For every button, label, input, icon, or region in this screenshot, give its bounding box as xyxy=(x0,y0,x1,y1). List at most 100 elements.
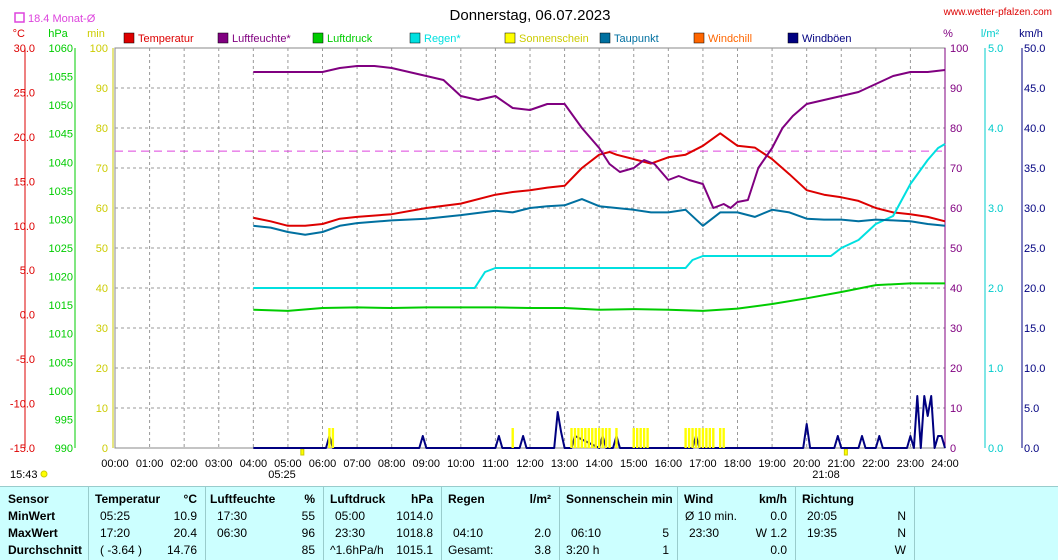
grid xyxy=(115,48,945,448)
stats-table: Sensor MinWert MaxWert Durchschnitt Temp… xyxy=(0,486,1058,560)
stats-col-temp: Temperatur °C 05:25 10.9 17:20 20.4 ( -3.64… xyxy=(88,487,206,560)
tick-pct: 20 xyxy=(950,363,962,375)
sun-avg-val: 1 xyxy=(662,543,669,557)
rain-max-time: 04:10 xyxy=(453,526,484,540)
row-label-min: MinWert xyxy=(8,509,56,523)
monthly-avg-icon xyxy=(14,12,25,23)
tick-time: 03:00 xyxy=(205,458,233,470)
tick-time: 16:00 xyxy=(655,458,683,470)
series xyxy=(115,65,946,449)
sunshine-bar xyxy=(705,428,708,448)
tick-wind: 35.0 xyxy=(1024,163,1045,175)
hdr-dir: Richtung xyxy=(802,492,854,506)
series-line-temperatur xyxy=(253,132,946,227)
sunshine-bar xyxy=(708,428,712,448)
unit-rain: l/m² xyxy=(981,28,1000,40)
unit-press: hPa xyxy=(48,28,68,40)
sunshine-bar xyxy=(597,428,601,448)
hum-min-val: 55 xyxy=(301,509,315,523)
tick-press: 1005 xyxy=(49,357,73,369)
tick-rain: 5.0 xyxy=(988,43,1003,55)
hum-max-time: 06:30 xyxy=(217,526,248,540)
hdr-wind-unit: km/h xyxy=(758,492,787,506)
dir-min-val: N xyxy=(897,509,906,523)
tick-temp: 20.0 xyxy=(14,132,35,144)
hdr-rain: Regen xyxy=(448,492,485,506)
tick-temp: 5.0 xyxy=(20,265,35,277)
hum-avg-val: 85 xyxy=(301,543,315,557)
tick-press: 1055 xyxy=(49,72,73,84)
tick-temp: -5.0 xyxy=(16,354,35,366)
tick-pct: 70 xyxy=(950,163,962,175)
tick-min: 70 xyxy=(96,163,108,175)
legend-swatch-icon xyxy=(312,32,324,44)
series-line-windben xyxy=(253,395,946,449)
sunshine-bar xyxy=(691,428,694,448)
sun-max-time: 06:10 xyxy=(571,526,602,540)
tick-time: 11:00 xyxy=(482,458,509,470)
hdr-press-unit: hPa xyxy=(410,492,433,506)
tick-pct: 60 xyxy=(950,203,962,215)
tick-time: 05:00 xyxy=(274,458,302,470)
sunshine-bar xyxy=(587,428,590,448)
sun-avg-note: 3:20 h xyxy=(566,543,600,557)
legend-label: Windchill xyxy=(708,33,752,45)
unit-min: min xyxy=(87,28,105,40)
hdr-temp-unit: °C xyxy=(183,492,197,506)
weather-chart: Donnerstag, 06.07.2023 www.wetter-pfalze… xyxy=(10,7,1052,481)
hdr-wind: Wind xyxy=(684,492,714,506)
tick-time: 22:00 xyxy=(862,458,890,470)
legend-label: Luftfeuchte* xyxy=(232,33,291,45)
tick-time: 17:00 xyxy=(689,458,717,470)
tick-wind: 25.0 xyxy=(1024,243,1045,255)
tick-pct: 90 xyxy=(950,83,962,95)
stats-col-rain: Regen l/m² 04:10 2.0 Gesamt: 3.8 xyxy=(441,487,560,560)
dir-max-time: 19:35 xyxy=(807,526,838,540)
sunshine-bar xyxy=(591,428,594,448)
sunshine-bar xyxy=(712,428,715,448)
sunshine-bar xyxy=(615,428,618,448)
sunshine-bar xyxy=(573,428,577,448)
sunshine-bar xyxy=(684,428,687,448)
tick-press: 1030 xyxy=(49,214,73,226)
tick-min: 20 xyxy=(96,363,108,375)
temp-avg-val: 14.76 xyxy=(166,543,197,557)
tick-press: 1025 xyxy=(49,243,73,255)
tick-time: 20:00 xyxy=(793,458,821,470)
legend-swatch-icon xyxy=(123,32,135,44)
legend-swatch-icon xyxy=(599,32,611,44)
website-link[interactable]: www.wetter-pfalzen.com xyxy=(943,7,1052,18)
legend-label: Windböen xyxy=(802,33,852,45)
tick-time: 19:00 xyxy=(758,458,786,470)
sunshine-bar xyxy=(594,428,597,448)
tick-min: 90 xyxy=(96,83,108,95)
tick-wind: 5.0 xyxy=(1024,403,1039,415)
temp-max-time: 17:20 xyxy=(100,526,131,540)
tick-pct: 50 xyxy=(950,243,962,255)
sunshine-bar xyxy=(577,428,580,448)
hdr-rain-unit: l/m² xyxy=(529,492,551,506)
tick-time: 02:00 xyxy=(170,458,198,470)
sunset-label: 21:08 xyxy=(812,469,840,481)
sunshine-bar xyxy=(608,428,611,448)
legend-swatch-icon xyxy=(217,32,229,44)
tick-temp: 25.0 xyxy=(14,87,35,99)
press-max-val: 1018.8 xyxy=(396,526,433,540)
wind-avg-val: 0.0 xyxy=(770,543,787,557)
tick-time: 14:00 xyxy=(585,458,613,470)
dir-max-val: N xyxy=(897,526,906,540)
sunshine-bar xyxy=(646,428,649,448)
rain-avg-note: Gesamt: xyxy=(448,543,494,557)
legend-label: Regen* xyxy=(424,33,461,45)
sunshine-bar xyxy=(604,428,608,448)
row-label-max: MaxWert xyxy=(8,526,58,540)
tick-min: 100 xyxy=(90,43,108,55)
tick-time: 15:00 xyxy=(620,458,648,470)
axes: 30.0 25.0 20.0 15.0 10.0 5.0 0.0 -5.0 -10.0 -15.0… xyxy=(10,43,1046,470)
temp-avg-note: ( -3.64 ) xyxy=(100,543,143,557)
sunshine-bar xyxy=(580,428,584,448)
sun-event-mark xyxy=(300,448,305,456)
sunshine-bar xyxy=(328,428,331,448)
wind-max-val: W 1.2 xyxy=(755,526,787,540)
tick-rain: 0.0 xyxy=(988,443,1003,455)
